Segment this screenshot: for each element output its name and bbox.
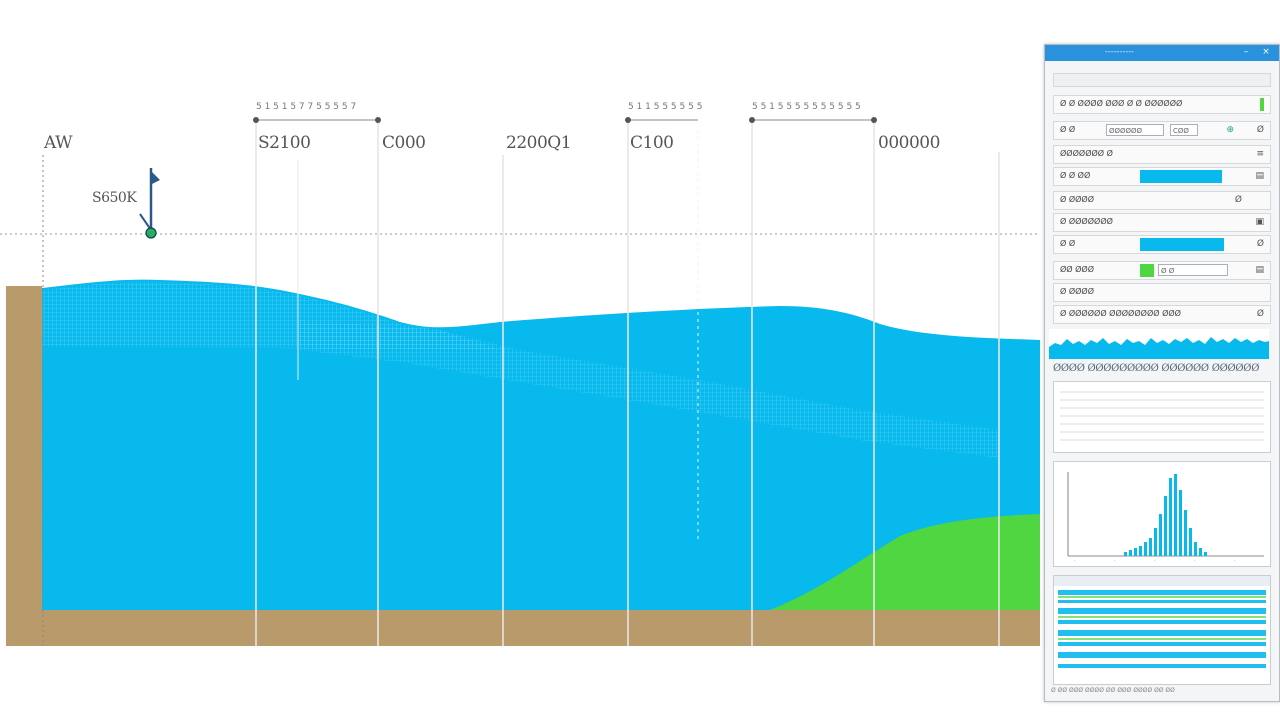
panel-row-label: Ø Ø ØØØØ ØØØ Ø Ø ØØØØØØ bbox=[1060, 99, 1183, 108]
sediment-left bbox=[6, 286, 42, 646]
svg-text:·: · bbox=[1074, 558, 1076, 564]
panel-row-slider[interactable]: ØØØØØØØ Ø ≡ bbox=[1053, 145, 1271, 164]
water-body bbox=[42, 279, 1040, 610]
depth-label-c100: C100 bbox=[630, 133, 674, 153]
value-field-2[interactable]: CØØ bbox=[1170, 124, 1198, 136]
panel-row-5[interactable]: Ø ØØØØØØØ ▣ bbox=[1053, 213, 1271, 232]
panel-row-label: Ø Ø bbox=[1060, 239, 1076, 248]
panel-row-label: ØØØØØØØ Ø bbox=[1060, 149, 1113, 158]
status-swatch bbox=[1260, 98, 1264, 111]
panel-row-label: Ø Ø ØØ bbox=[1060, 171, 1091, 180]
panel-row-label: ØØ ØØØ bbox=[1060, 265, 1095, 274]
secondary-color-swatch[interactable] bbox=[1140, 238, 1224, 251]
panel-titlebar[interactable]: ---------- – × bbox=[1045, 45, 1279, 61]
menu-icon[interactable]: ≡ bbox=[1256, 149, 1264, 159]
svg-text:·: · bbox=[1154, 558, 1156, 564]
panel-row-color-1[interactable]: Ø Ø ØØ ▤ bbox=[1053, 167, 1271, 186]
properties-panel: ---------- – × Ø Ø ØØØØ ØØØ Ø Ø ØØØØØØ Ø… bbox=[1044, 44, 1280, 702]
hatched-layer-band bbox=[300, 320, 1000, 458]
layer-list-stripes bbox=[1054, 576, 1270, 668]
panel-row-fields[interactable]: Ø Ø ØØØØØØ CØØ ⊕ Ø bbox=[1053, 121, 1271, 140]
option-icon[interactable]: Ø bbox=[1234, 195, 1242, 205]
range-caption-2: 5 1 1 5 5 5 5 5 5 bbox=[628, 102, 703, 112]
panel-footer: Ø ØØ ØØØ ØØØØ ØØ ØØØ ØØØØ ØØ ØØ bbox=[1051, 687, 1175, 694]
option-icon[interactable]: Ø bbox=[1256, 309, 1264, 319]
svg-text:·: · bbox=[1114, 558, 1116, 564]
vegetation-field[interactable]: Ø Ø bbox=[1158, 264, 1228, 276]
range-bracket-dots bbox=[253, 117, 877, 123]
marker-label: S650K bbox=[92, 190, 137, 206]
minimize-button[interactable]: – bbox=[1243, 47, 1249, 57]
layer-icon[interactable]: ▤ bbox=[1255, 171, 1264, 181]
panel-row-8[interactable]: Ø ØØØØ bbox=[1053, 283, 1271, 302]
range-caption-1: 5 1 5 1 5 7 7 5 5 5 5 7 bbox=[256, 102, 357, 112]
globe-icon[interactable]: ⊕ bbox=[1226, 125, 1234, 135]
panel-row-9[interactable]: Ø ØØØØØØ ØØØØØØØØ ØØØ Ø bbox=[1053, 305, 1271, 324]
panel-row-color-2[interactable]: Ø Ø Ø bbox=[1053, 235, 1271, 254]
panel-row-header[interactable]: Ø Ø ØØØØ ØØØ Ø Ø ØØØØØØ bbox=[1053, 95, 1271, 114]
panel-row-4[interactable]: Ø ØØØØ Ø bbox=[1053, 191, 1271, 210]
mini-profile-strip bbox=[1049, 329, 1269, 359]
data-table-box[interactable] bbox=[1053, 381, 1271, 453]
option-icon[interactable]: Ø bbox=[1256, 239, 1264, 249]
sediment-bottom bbox=[6, 608, 1040, 646]
panel-title: ---------- bbox=[1105, 47, 1134, 56]
panel-row-label: Ø Ø bbox=[1060, 125, 1076, 134]
layer-icon[interactable]: ▤ bbox=[1255, 265, 1264, 275]
histogram-chart: · · · · · bbox=[1067, 472, 1264, 564]
panel-row-label: Ø ØØØØ bbox=[1060, 195, 1095, 204]
section-title: ØØØØ ØØØØØØØØØ ØØØØØØ ØØØØØØ bbox=[1053, 363, 1260, 374]
panel-row-label: Ø ØØØØØØØ bbox=[1060, 217, 1113, 226]
box-icon[interactable]: ▣ bbox=[1255, 217, 1264, 227]
profile-lines bbox=[42, 120, 1000, 646]
water-color-swatch[interactable] bbox=[1140, 170, 1222, 183]
svg-text:·: · bbox=[1234, 558, 1236, 564]
depth-label-aw: AW bbox=[44, 133, 73, 153]
svg-text:·: · bbox=[1194, 558, 1196, 564]
panel-row-label: Ø ØØØØ bbox=[1060, 287, 1095, 296]
settings-icon[interactable]: Ø bbox=[1256, 125, 1264, 135]
depth-label-2200q1: 2200Q1 bbox=[506, 133, 572, 153]
marker-flag-icon bbox=[152, 172, 160, 184]
marker-base-icon bbox=[145, 227, 157, 239]
range-caption-3: 5 5 1 5 5 5 5 5 5 5 5 5 5 bbox=[752, 102, 861, 112]
panel-row-vegetation[interactable]: ØØ ØØØ Ø Ø ▤ bbox=[1053, 261, 1271, 280]
panel-row-label: Ø ØØØØØØ ØØØØØØØØ ØØØ bbox=[1060, 309, 1181, 318]
vegetation-area bbox=[770, 514, 1040, 610]
value-field-1[interactable]: ØØØØØØ bbox=[1106, 124, 1164, 136]
marker-pointer bbox=[139, 213, 152, 231]
vegetation-color-swatch[interactable] bbox=[1140, 264, 1154, 277]
depth-label-000000: 000000 bbox=[878, 133, 940, 153]
close-button[interactable]: × bbox=[1262, 47, 1270, 57]
panel-row-1[interactable] bbox=[1053, 73, 1271, 87]
profile-canvas bbox=[0, 117, 1040, 646]
histogram-box[interactable]: · · · · · bbox=[1053, 461, 1271, 567]
depth-label-s2100: S2100 bbox=[258, 133, 311, 153]
layer-list-box[interactable] bbox=[1053, 575, 1271, 685]
table-lines bbox=[1060, 391, 1264, 441]
depth-label-c000: C000 bbox=[382, 133, 426, 153]
